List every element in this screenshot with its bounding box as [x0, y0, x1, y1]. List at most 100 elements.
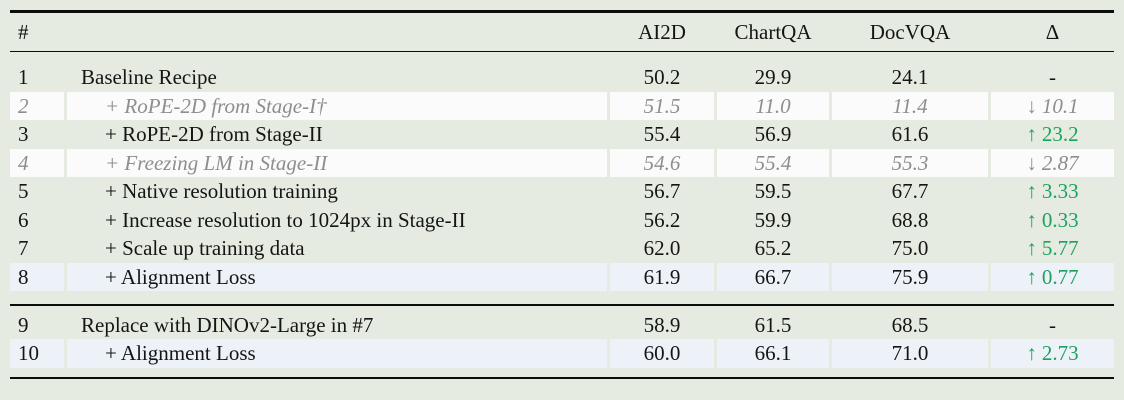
down-arrow-icon: ↓ [1026, 93, 1037, 118]
table-row: 8 + Alignment Loss 61.9 66.7 75.9 ↑ 0.77 [10, 262, 1114, 291]
row-number-cell: 7 [18, 236, 29, 260]
chartqa-cell: 65.2 [754, 236, 792, 260]
chartqa-cell: 59.9 [754, 207, 792, 232]
chartqa-cell: 55.4 [717, 148, 829, 177]
docvqa-cell: 24.1 [891, 65, 929, 89]
delta-value: 2.73 [1041, 341, 1079, 365]
delta-value: 23.2 [1041, 122, 1079, 146]
delta-cell: ↑ 2.73 [991, 339, 1114, 368]
row-number-cell: 10 [10, 339, 64, 368]
delta-value: 0.77 [1041, 264, 1079, 289]
table-group-dinov2: 9 Replace with DINOv2-Large in #7 58.9 6… [10, 306, 1114, 377]
docvqa-cell: 68.8 [891, 207, 929, 232]
recipe-cell: + RoPE-2D from Stage-II [105, 122, 323, 146]
ai2d-cell: 55.4 [643, 122, 681, 146]
row-number-cell: 1 [18, 65, 29, 89]
table-row: 6 + Increase resolution to 1024px in Sta… [10, 206, 1114, 235]
chartqa-cell: 66.1 [717, 339, 829, 368]
docvqa-cell: 68.5 [891, 312, 929, 337]
row-number-cell: 3 [18, 122, 29, 146]
recipe-cell: Baseline Recipe [81, 65, 217, 89]
delta-value: 2.87 [1041, 150, 1079, 175]
down-arrow-icon: ↓ [1026, 150, 1037, 175]
recipe-cell: + Freezing LM in Stage-II [67, 148, 607, 177]
recipe-cell: + Alignment Loss [67, 339, 607, 368]
ai2d-cell: 50.2 [643, 65, 681, 89]
top-rule [10, 10, 1114, 13]
delta-value: 3.33 [1041, 179, 1079, 203]
delta-value: 5.77 [1041, 236, 1079, 260]
table-row: 5 + Native resolution training 56.7 59.5… [10, 177, 1114, 206]
row-number-cell: 8 [10, 262, 64, 291]
delta-value: 10.1 [1041, 93, 1079, 118]
table-row: 2 + RoPE-2D from Stage-I† 51.5 11.0 11.4… [10, 91, 1114, 120]
delta-cell: - [991, 311, 1114, 340]
ai2d-cell: 62.0 [643, 236, 681, 260]
chartqa-cell: 11.0 [717, 91, 829, 120]
table-row: 4 + Freezing LM in Stage-II 54.6 55.4 55… [10, 148, 1114, 177]
delta-value: - [1049, 65, 1056, 89]
delta-cell: ↑ 5.77 [991, 234, 1114, 263]
delta-cell: ↑ 23.2 [991, 120, 1114, 149]
recipe-cell: + RoPE-2D from Stage-I† [67, 91, 607, 120]
row-number-cell: 2 [10, 91, 64, 120]
ai2d-cell: 56.2 [643, 207, 681, 232]
up-arrow-icon: ↑ [1026, 207, 1037, 232]
docvqa-cell: 75.0 [891, 236, 929, 260]
docvqa-cell: 71.0 [832, 339, 988, 368]
recipe-cell: Replace with DINOv2-Large in #7 [81, 312, 374, 337]
bottom-rule [10, 376, 1114, 379]
delta-value: 0.33 [1041, 207, 1079, 232]
row-number-cell: 9 [18, 312, 29, 337]
table-row: 10 + Alignment Loss 60.0 66.1 71.0 ↑ 2.73 [10, 339, 1114, 368]
ai2d-cell: 54.6 [610, 148, 714, 177]
ai2d-cell: 60.0 [610, 339, 714, 368]
up-arrow-icon: ↑ [1026, 264, 1037, 289]
delta-cell: ↓ 2.87 [991, 148, 1114, 177]
ai2d-cell: 56.7 [643, 179, 681, 203]
col-header-number: # [18, 19, 29, 44]
col-header-docvqa: DocVQA [869, 19, 951, 44]
recipe-cell: + Alignment Loss [67, 262, 607, 291]
row-number-cell: 5 [18, 179, 29, 203]
ai2d-cell: 58.9 [643, 312, 681, 337]
up-arrow-icon: ↑ [1026, 236, 1037, 260]
header-row: # AI2D ChartQA DocVQA Δ [10, 13, 1114, 51]
table-row: 9 Replace with DINOv2-Large in #7 58.9 6… [10, 311, 1114, 340]
recipe-cell: + Increase resolution to 1024px in Stage… [105, 207, 466, 232]
table-row: 1 Baseline Recipe 50.2 29.9 24.1 - [10, 63, 1114, 92]
up-arrow-icon: ↑ [1026, 179, 1037, 203]
col-header-chartqa: ChartQA [734, 19, 812, 44]
docvqa-cell: 75.9 [832, 262, 988, 291]
group-separator-rule [10, 304, 1114, 306]
docvqa-cell: 11.4 [832, 91, 988, 120]
chartqa-cell: 59.5 [754, 179, 792, 203]
up-arrow-icon: ↑ [1026, 122, 1037, 146]
recipe-cell: + Scale up training data [105, 236, 305, 260]
chartqa-cell: 56.9 [754, 122, 792, 146]
col-header-ai2d: AI2D [638, 19, 686, 44]
table-group-main: 1 Baseline Recipe 50.2 29.9 24.1 - 2 + R… [10, 52, 1114, 304]
chartqa-cell: 29.9 [754, 65, 792, 89]
table-row: 7 + Scale up training data 62.0 65.2 75.… [10, 234, 1114, 263]
col-header-recipe [67, 13, 607, 51]
docvqa-cell: 61.6 [891, 122, 929, 146]
chartqa-cell: 61.5 [754, 312, 792, 337]
header-separator-rule [10, 50, 1114, 52]
delta-cell: ↑ 3.33 [991, 177, 1114, 206]
delta-cell: ↑ 0.77 [991, 262, 1114, 291]
delta-cell: ↓ 10.1 [991, 91, 1114, 120]
up-arrow-icon: ↑ [1026, 341, 1037, 365]
delta-cell: - [991, 63, 1114, 92]
delta-value: - [1049, 312, 1056, 337]
ablation-table: # AI2D ChartQA DocVQA Δ 1 Baseline Recip… [10, 10, 1114, 379]
delta-cell: ↑ 0.33 [991, 206, 1114, 235]
ai2d-cell: 61.9 [610, 262, 714, 291]
docvqa-cell: 55.3 [832, 148, 988, 177]
table-row: 3 + RoPE-2D from Stage-II 55.4 56.9 61.6… [10, 120, 1114, 149]
chartqa-cell: 66.7 [717, 262, 829, 291]
recipe-cell: + Native resolution training [105, 179, 338, 203]
col-header-delta: Δ [1045, 19, 1060, 44]
docvqa-cell: 67.7 [891, 179, 929, 203]
